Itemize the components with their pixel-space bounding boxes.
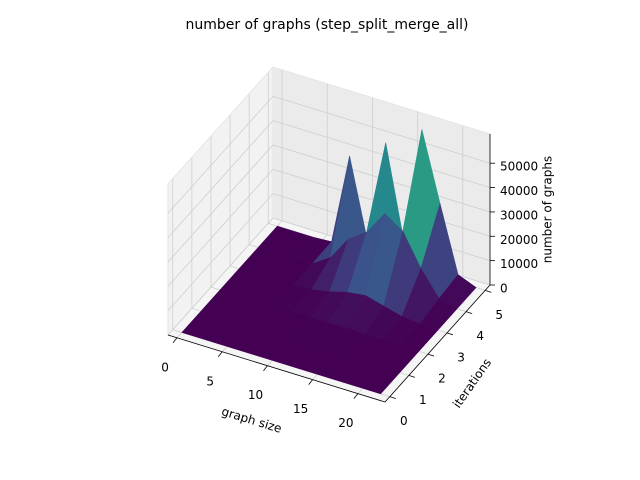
z-tick-label: 0	[500, 282, 508, 296]
x-tick-label: 0	[161, 360, 169, 374]
tick-mark	[427, 353, 435, 357]
z-tick-label: 20000	[500, 233, 538, 247]
tick-mark	[466, 311, 473, 314]
tick-mark	[389, 396, 396, 400]
tick-mark	[353, 393, 359, 399]
grid-line	[167, 169, 274, 287]
y-tick-label: 5	[495, 308, 503, 322]
tick-mark	[263, 365, 268, 371]
y-tick-label: 1	[419, 393, 427, 407]
grid-line	[167, 120, 274, 238]
tick-mark	[172, 337, 178, 344]
grid-line	[167, 217, 274, 336]
y-axis	[384, 284, 491, 403]
surface-face	[362, 366, 401, 395]
tick-mark	[308, 379, 313, 385]
y-tick-label: 0	[400, 414, 408, 428]
y-tick-label: 3	[457, 350, 465, 364]
grid-line	[167, 193, 274, 311]
tick-mark	[485, 289, 492, 293]
tick-mark	[446, 332, 454, 336]
z-tick-label: 10000	[500, 257, 538, 271]
x-tick-label: 10	[248, 388, 263, 402]
grid-line	[272, 120, 491, 188]
tick-mark	[408, 375, 415, 378]
grid-line	[272, 95, 491, 164]
chart-title: number of graphs (step_split_merge_all)	[185, 17, 468, 33]
grid-line	[167, 144, 274, 263]
y-tick-label: 2	[438, 372, 446, 386]
grid-line	[167, 95, 274, 214]
y-tick-label: 4	[476, 329, 484, 343]
x-tick-label: 15	[293, 402, 308, 416]
x-axis	[167, 334, 386, 403]
z-tick-label: 40000	[500, 184, 538, 198]
tick-mark	[217, 351, 223, 357]
z-axis-label: number of graphs	[541, 156, 555, 263]
z-tick-label: 50000	[500, 160, 538, 174]
z-tick-label: 30000	[500, 208, 538, 222]
x-tick-label: 5	[206, 374, 214, 388]
x-tick-label: 20	[338, 416, 353, 430]
